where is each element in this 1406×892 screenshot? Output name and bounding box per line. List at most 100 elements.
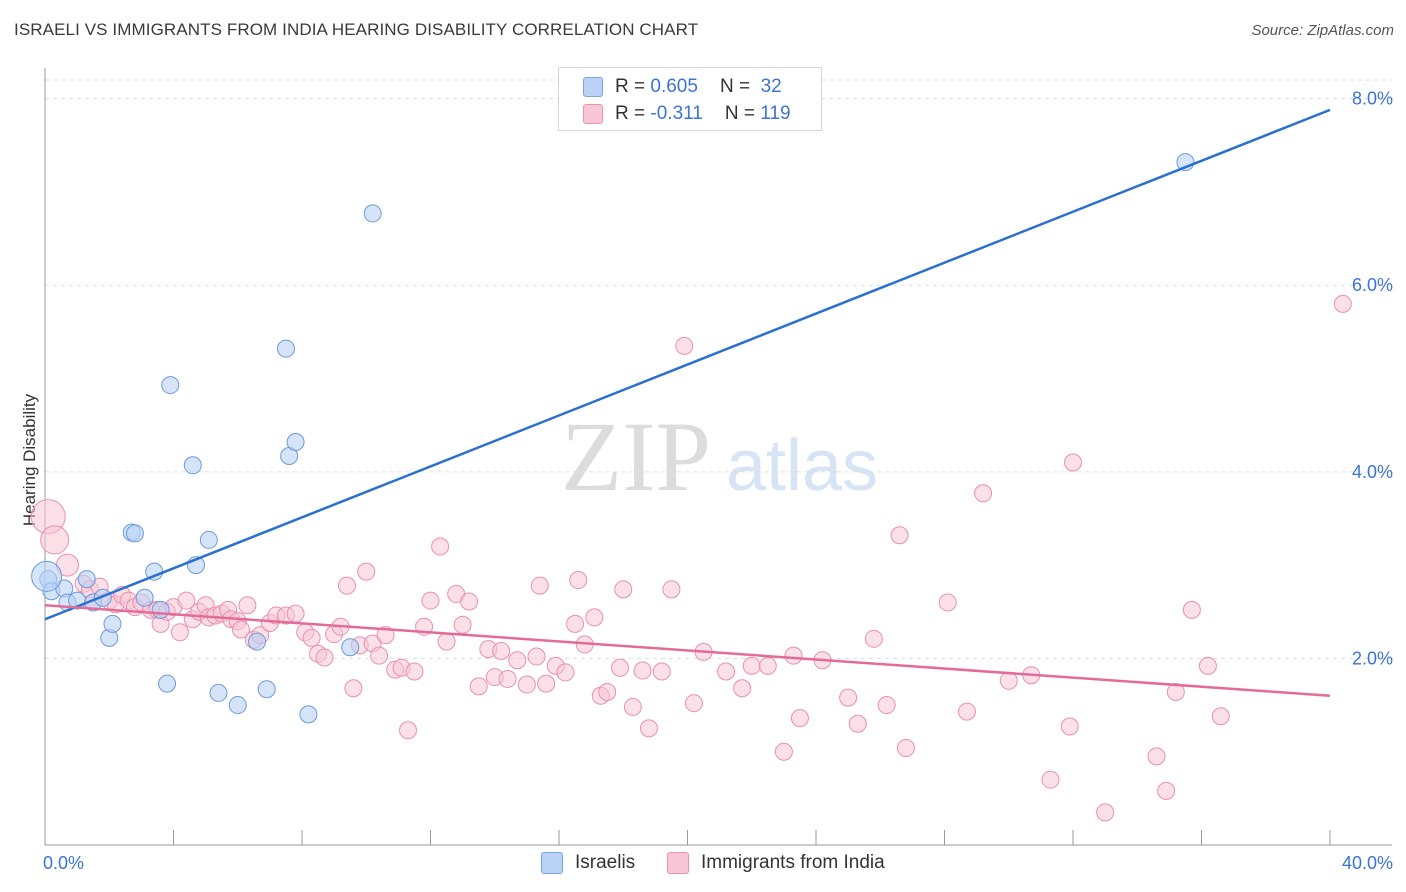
series-swatch-israelis [541, 852, 563, 874]
israeli-point [31, 560, 63, 592]
india-point [1041, 770, 1060, 789]
india-point [1060, 717, 1079, 736]
watermark: ZIP atlas [561, 401, 878, 512]
israeli-trend-line [44, 108, 1331, 621]
india-point [733, 679, 752, 698]
legend-n-label: N = [719, 76, 751, 97]
india-point [399, 721, 418, 740]
india-point [639, 719, 658, 738]
series-label-israelis: Israelis [575, 852, 636, 873]
india-point [437, 632, 456, 651]
india-point [238, 596, 257, 615]
india-point [566, 614, 585, 633]
india-point [1166, 683, 1185, 701]
legend-r-label: R = [615, 76, 646, 97]
india-point [1182, 600, 1201, 619]
india-point [675, 336, 694, 355]
israeli-point [151, 600, 170, 619]
india-point [431, 537, 450, 556]
india-point [758, 656, 777, 675]
israeli-point [228, 696, 247, 715]
india-points [30, 294, 1352, 822]
israeli-point [299, 705, 318, 724]
israeli-point [248, 632, 267, 651]
y-tick-label: 2.0% [1352, 648, 1393, 668]
india-point [614, 580, 633, 599]
series-legend-india[interactable]: Immigrants from India [667, 852, 885, 874]
india-point [623, 697, 642, 716]
india-point [717, 662, 736, 681]
india-point [890, 526, 909, 545]
india-point [231, 620, 250, 639]
series-legend-israelis[interactable]: Israelis [541, 852, 635, 874]
y-tick-label: 4.0% [1352, 462, 1393, 482]
india-point [896, 738, 915, 757]
india-point [337, 576, 356, 595]
israeli-point [199, 530, 218, 549]
india-point [1333, 294, 1352, 313]
india-point [469, 677, 488, 696]
india-point [498, 669, 517, 688]
legend-r-value-india: -0.311 [650, 103, 703, 124]
india-point [370, 646, 389, 665]
india-point [848, 714, 867, 733]
tick-labels: 2.0% 4.0% 6.0% 8.0% 0.0% 40.0% [43, 89, 1393, 873]
source-credit: Source: ZipAtlas.com [1251, 22, 1394, 39]
india-point [999, 671, 1018, 690]
correlation-legend: R = 0.605 N = 32 R = -0.311 N = 119 [558, 67, 822, 131]
india-point [1096, 803, 1115, 822]
israeli-point [257, 680, 276, 699]
india-point [784, 646, 803, 665]
watermark-zip: ZIP [561, 401, 711, 512]
india-point [633, 661, 652, 680]
india-point [974, 484, 993, 503]
y-tick-label: 8.0% [1352, 89, 1393, 109]
india-point [286, 604, 305, 623]
india-point [585, 608, 604, 627]
india-point [302, 628, 321, 647]
india-point [527, 647, 546, 666]
india-point [344, 679, 363, 698]
india-point [1064, 453, 1082, 472]
india-point [530, 576, 549, 595]
india-point [662, 580, 681, 599]
india-point [357, 562, 376, 581]
series-swatch-india [667, 852, 689, 874]
india-point [598, 683, 617, 701]
india-point [742, 656, 761, 675]
legend-row-india: R = -0.311 N = 119 [583, 103, 791, 125]
israeli-point [125, 524, 144, 543]
israeli-point [286, 432, 305, 451]
legend-r-label: R = [615, 103, 646, 124]
israeli-point [103, 614, 122, 633]
india-point [492, 641, 511, 660]
india-trend-line [44, 603, 1331, 697]
israeli-point [341, 638, 360, 657]
india-point [1157, 781, 1176, 800]
israeli-point [363, 204, 382, 223]
israeli-points [31, 153, 1195, 724]
india-point [421, 591, 440, 610]
israeli-point [276, 339, 295, 358]
india-point [957, 702, 976, 721]
india-point [839, 688, 858, 707]
india-point [508, 651, 527, 670]
india-point [453, 615, 472, 634]
india-point [376, 626, 395, 645]
israeli-point [183, 456, 202, 475]
chart-title: ISRAELI VS IMMIGRANTS FROM INDIA HEARING… [14, 20, 699, 39]
india-point [40, 525, 70, 555]
india-point [537, 674, 556, 693]
legend-swatch-israelis [583, 77, 603, 97]
x-tick-label: 40.0% [1342, 853, 1393, 873]
legend-n-value-india: 119 [760, 103, 791, 124]
india-point [569, 571, 588, 590]
india-point [517, 675, 536, 694]
legend-r-value-israelis: 0.605 [650, 76, 698, 97]
axes [44, 68, 1392, 846]
india-point [877, 696, 896, 715]
india-point [405, 662, 424, 681]
india-point [170, 623, 189, 642]
legend-swatch-india [583, 104, 603, 124]
